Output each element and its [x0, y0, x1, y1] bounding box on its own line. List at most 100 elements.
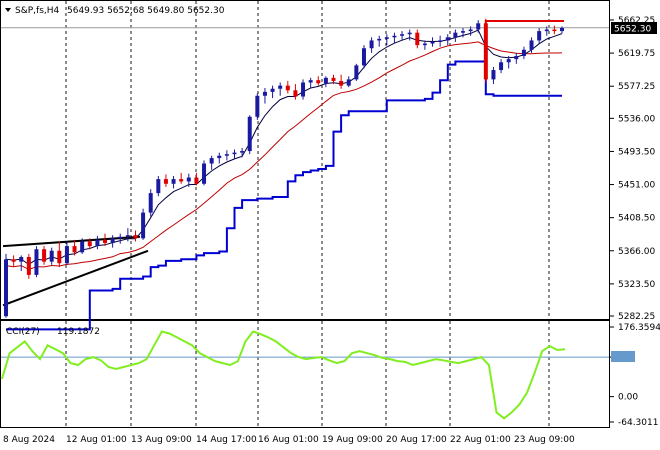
- candle-body: [491, 70, 496, 80]
- candle-body: [194, 177, 199, 184]
- candle-body: [278, 85, 283, 89]
- candle-body: [4, 259, 8, 317]
- candle-body: [422, 43, 427, 46]
- cci-tick-label: -64.3011: [618, 418, 658, 428]
- cci-level-box: [611, 351, 635, 362]
- candle-body: [270, 88, 275, 92]
- x-tick-label: 13 Aug 09:00: [131, 435, 192, 445]
- candle-body: [308, 80, 313, 83]
- candle-body: [95, 239, 100, 247]
- candle-body: [331, 77, 336, 81]
- candle-body: [186, 177, 191, 182]
- y-tick-label: 5577.25: [618, 82, 655, 92]
- candle-body: [430, 42, 435, 44]
- vertical-grid: [65, 1, 550, 427]
- candle-body: [141, 212, 146, 239]
- candle-body: [163, 179, 168, 184]
- support-step-line: [6, 60, 562, 331]
- candle-body: [224, 154, 229, 156]
- cci-tick-label: 176.3594: [618, 323, 660, 333]
- candle-body: [156, 179, 161, 194]
- x-tick-label: 8 Aug 2024: [3, 435, 55, 445]
- candle-body: [476, 23, 481, 30]
- candle-body: [72, 246, 77, 253]
- candle-body: [34, 249, 39, 275]
- candle-body: [262, 91, 267, 96]
- candle-body: [217, 155, 222, 159]
- lower-trendline: [2, 249, 149, 307]
- y-tick-label: 5282.25: [618, 312, 655, 322]
- candle-body: [514, 56, 519, 60]
- cci-value: 119.1872: [57, 327, 100, 337]
- candle-body: [339, 80, 344, 86]
- candle-body: [171, 179, 176, 184]
- y-tick-label: 5662.25: [618, 16, 655, 26]
- candle-body: [460, 31, 465, 33]
- candle-body: [415, 32, 420, 46]
- candle-body: [323, 77, 328, 84]
- ohlc-readout: 5649.93 5652.68 5649.80 5652.30: [67, 6, 225, 16]
- candle-body: [103, 239, 108, 243]
- candle-body: [125, 235, 130, 237]
- candle-body: [11, 259, 16, 262]
- slow-ma-line: [5, 41, 563, 271]
- candle-body: [560, 27, 564, 32]
- y-tick-label: 5366.00: [618, 247, 655, 257]
- cci-line: [1, 330, 566, 420]
- candle-body: [369, 40, 374, 49]
- candle-body: [232, 152, 237, 155]
- cci-name: CCI(27): [6, 327, 40, 337]
- cci-pane: [0, 320, 610, 428]
- upper-trendline: [2, 235, 141, 248]
- candle-body: [400, 34, 405, 36]
- x-tick-label: 23 Aug 09:00: [514, 435, 575, 445]
- candle-body: [133, 235, 138, 239]
- triangle-down-icon[interactable]: [5, 8, 11, 12]
- candle-body: [64, 246, 69, 264]
- candle-body: [110, 238, 115, 243]
- candle-body: [384, 37, 389, 39]
- y-tick-label: 5536.00: [618, 114, 655, 124]
- candle-body: [377, 38, 382, 41]
- candle-body: [499, 62, 504, 71]
- candle-body: [209, 158, 214, 164]
- candle-body: [445, 37, 450, 41]
- candle-body: [438, 40, 443, 43]
- candle-body: [506, 59, 511, 63]
- candle-body: [293, 90, 298, 97]
- current-price-box: [611, 22, 657, 34]
- price-axis: 5662.25 5619.75 5577.25 5536.00 5493.50 5451.…: [609, 16, 655, 322]
- symbol-label: S&P,fs,H4: [15, 6, 60, 16]
- candle-body: [316, 80, 321, 84]
- candle-body: [202, 163, 207, 184]
- candle-body: [453, 32, 458, 38]
- x-tick-label: 20 Aug 17:00: [386, 435, 447, 445]
- candle-body: [255, 95, 260, 117]
- candle-body: [521, 49, 526, 57]
- candle-body: [483, 23, 488, 80]
- candle-body: [468, 29, 473, 32]
- y-tick-label: 5619.75: [618, 49, 655, 59]
- candle-body: [179, 179, 184, 182]
- candle-body: [285, 85, 290, 91]
- x-tick-label: 12 Aug 01:00: [66, 435, 127, 445]
- candle-body: [361, 48, 366, 66]
- candle-body: [26, 256, 31, 275]
- y-tick-label: 5451.00: [618, 181, 655, 191]
- x-tick-label: 14 Aug 17:00: [196, 435, 257, 445]
- candle-body: [87, 241, 92, 247]
- time-axis: 8 Aug 2024 12 Aug 01:00 13 Aug 09:00 14 Aug…: [3, 435, 575, 445]
- candle-body: [57, 250, 62, 264]
- x-tick-label: 22 Aug 01:00: [450, 435, 511, 445]
- y-tick-label: 5323.50: [618, 280, 655, 290]
- candle-body: [354, 65, 359, 80]
- x-tick-label: 16 Aug 01:00: [258, 435, 319, 445]
- y-tick-label: 5493.50: [618, 147, 655, 157]
- candle-body: [118, 236, 123, 239]
- candle-body: [148, 193, 153, 213]
- x-tick-label: 19 Aug 09:00: [322, 435, 383, 445]
- candle-body: [529, 40, 534, 50]
- candles: [4, 18, 564, 318]
- candle-body: [301, 82, 306, 97]
